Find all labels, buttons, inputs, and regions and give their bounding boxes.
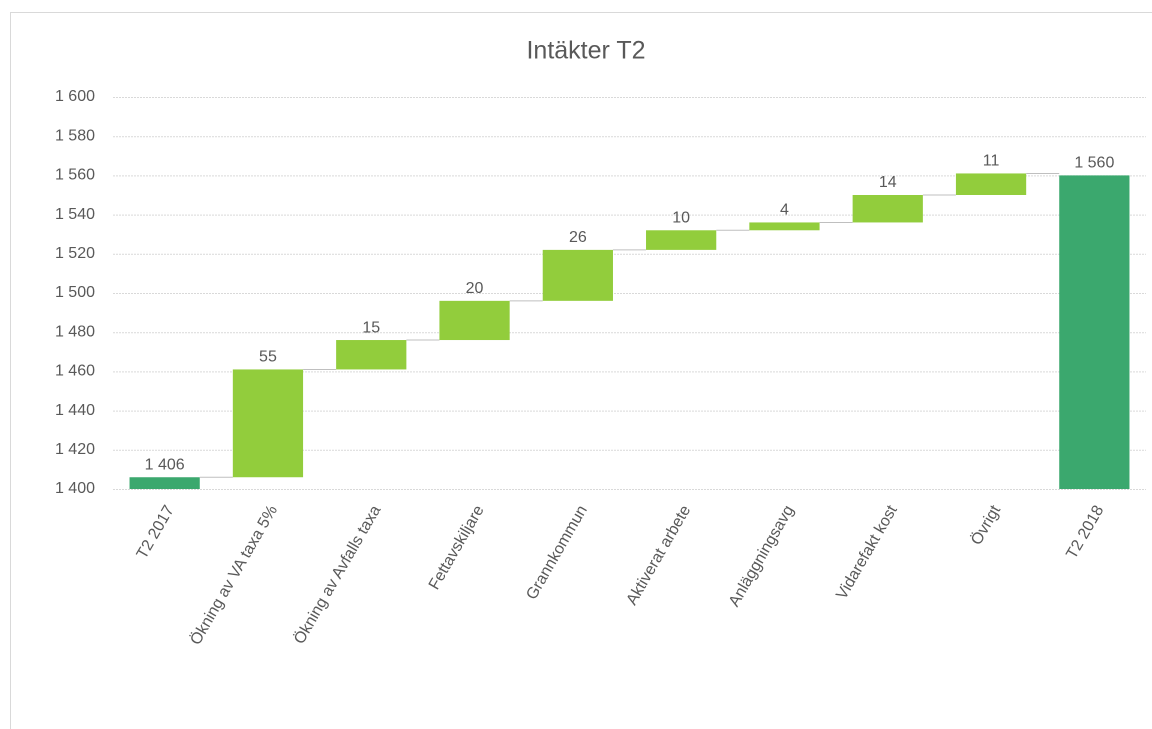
x-tick-label: Övrigt bbox=[967, 502, 1004, 548]
bar bbox=[955, 173, 1027, 195]
x-tick-label: Vidarefakt kost bbox=[833, 502, 901, 602]
bar bbox=[439, 300, 510, 341]
x-tick-label: Ökning av Avfalls taxa bbox=[290, 502, 384, 647]
y-tick-label: 1 480 bbox=[55, 323, 95, 340]
chart-title: Intäkter T2 bbox=[526, 37, 645, 65]
x-tick-label: Aktiverat arbete bbox=[624, 503, 695, 609]
bar bbox=[852, 195, 923, 223]
bar bbox=[646, 230, 717, 250]
bar bbox=[1059, 175, 1130, 489]
y-tick-label: 1 540 bbox=[55, 206, 95, 223]
data-label: 20 bbox=[466, 280, 484, 297]
data-label: 14 bbox=[879, 174, 897, 191]
data-label: 15 bbox=[362, 319, 380, 336]
x-tick-label: Ökning av VA taxa 5% bbox=[186, 502, 281, 648]
y-tick-label: 1 580 bbox=[55, 127, 95, 144]
bar bbox=[129, 477, 200, 489]
bar bbox=[336, 340, 407, 370]
y-tick-label: 1 500 bbox=[55, 284, 95, 301]
x-tick-label: Grannkommun bbox=[523, 503, 591, 603]
y-tick-label: 1 420 bbox=[55, 441, 95, 458]
y-tick-label: 1 600 bbox=[55, 88, 95, 105]
bar bbox=[749, 222, 820, 231]
bar bbox=[542, 249, 613, 301]
x-tick-label: Anläggningsavg bbox=[726, 503, 798, 610]
data-label: 10 bbox=[672, 209, 690, 226]
y-tick-label: 1 520 bbox=[55, 245, 95, 262]
data-label: 4 bbox=[780, 202, 789, 219]
data-label: 26 bbox=[569, 229, 587, 246]
y-tick-label: 1 400 bbox=[55, 480, 95, 497]
y-tick-label: 1 440 bbox=[55, 402, 95, 419]
x-tick-label: Fettavskiljare bbox=[426, 503, 488, 593]
y-tick-label: 1 560 bbox=[55, 167, 95, 184]
bar bbox=[232, 369, 304, 478]
data-label: 11 bbox=[983, 153, 1000, 170]
data-label: 1 406 bbox=[145, 456, 185, 473]
y-tick-label: 1 460 bbox=[55, 363, 95, 380]
x-tick-label: T2 2018 bbox=[1063, 503, 1107, 562]
data-label: 1 560 bbox=[1074, 155, 1114, 172]
data-label: 55 bbox=[259, 349, 277, 366]
x-tick-label: T2 2017 bbox=[134, 503, 178, 562]
chart-border bbox=[10, 12, 1152, 729]
